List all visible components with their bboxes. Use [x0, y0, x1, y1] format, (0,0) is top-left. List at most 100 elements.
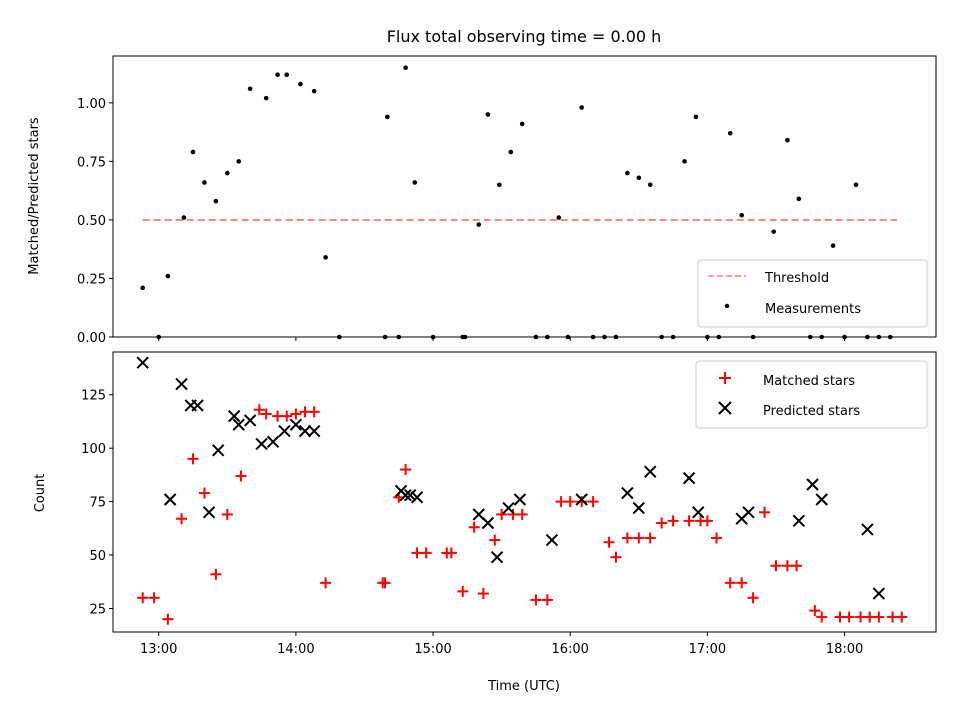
matched-star-point — [809, 605, 821, 617]
matched-star-point — [701, 515, 713, 527]
matched-star-point — [176, 513, 188, 525]
matched-star-point — [468, 521, 480, 533]
top-y-tick-label: 0.50 — [77, 214, 106, 229]
matched-star-point — [162, 613, 174, 625]
matched-star-point — [587, 496, 599, 508]
matched-star-point — [843, 611, 855, 623]
matched-star-point — [496, 508, 508, 520]
predicted-star-point — [502, 501, 515, 515]
predicted-star-point — [545, 533, 559, 547]
measurement-point — [508, 149, 514, 155]
predicted-star-point — [403, 488, 417, 502]
matched-star-point — [621, 532, 633, 544]
measurement-point — [785, 138, 790, 143]
matched-star-point — [290, 408, 302, 420]
measurement-point — [403, 65, 408, 71]
matched-star-point — [137, 592, 149, 604]
bottom-panel: 25 50 75 100 125 13:00 14:00 15:00 16:00 17:00 18:… — [33, 351, 937, 694]
predicted-star-point — [806, 478, 819, 491]
top-legend-box — [697, 259, 928, 328]
measurement-point — [298, 81, 303, 87]
predicted-star-point — [481, 516, 495, 530]
predicted-star-point — [815, 493, 828, 506]
matched-star-point — [379, 577, 391, 589]
measurement-point — [190, 149, 196, 155]
measurement-point — [140, 285, 146, 291]
measurement-point — [853, 182, 859, 188]
predicted-star-point — [175, 377, 188, 391]
matched-star-point — [281, 410, 293, 422]
predicted-star-point — [307, 424, 321, 438]
matched-star-point — [564, 496, 576, 508]
matched-star-point — [576, 496, 588, 508]
measurement-point — [263, 95, 269, 101]
measurement-point — [476, 222, 482, 227]
measurement-point — [225, 170, 230, 176]
predicted-star-point — [191, 399, 204, 412]
measurement-point — [323, 255, 328, 260]
measurement-point — [727, 130, 733, 136]
matched-star-point — [489, 534, 501, 546]
top-legend-label-threshold: Threshold — [764, 271, 829, 286]
matched-star-point — [644, 532, 656, 544]
matched-star-point — [235, 470, 247, 482]
predicted-star-point — [632, 501, 646, 515]
matched-star-point — [253, 404, 265, 416]
matched-star-point — [516, 508, 528, 520]
predicted-star-point — [742, 506, 755, 519]
measurement-point — [412, 180, 418, 185]
predicted-star-point — [682, 471, 696, 485]
predicted-star-point — [232, 418, 245, 431]
predicted-star-point — [792, 514, 806, 528]
bottom-legend: Matched stars Predicted stars — [695, 360, 928, 429]
predicted-star-point — [399, 488, 412, 502]
measurement-point — [682, 159, 687, 164]
matched-star-point — [759, 506, 771, 518]
matched-star-point — [873, 611, 885, 623]
matched-star-point — [457, 585, 469, 597]
top-panel: Flux total observing time = 0.00 h 0.000… — [27, 27, 937, 346]
matched-star-point — [770, 560, 782, 572]
bottom-legend-label-matched: Matched stars — [763, 374, 855, 389]
measurement-point — [519, 121, 525, 127]
measurement-point — [385, 114, 390, 120]
matched-legend-marker — [719, 372, 731, 384]
top-y-tick-label: 0.75 — [77, 155, 106, 170]
predicted-star-point — [513, 493, 527, 506]
bottom-plot-area: 25 50 75 100 125 13:00 14:00 15:00 16:00 17:00 18:… — [81, 356, 908, 657]
top-y-axis-label: Matched/Predicted stars — [27, 117, 42, 275]
predicted-star-point — [211, 444, 225, 457]
measurements-legend-marker — [724, 303, 730, 309]
bottom-y-tick-label: 125 — [81, 389, 106, 404]
measurement-point — [275, 72, 280, 78]
bottom-y-axis-label: Count — [33, 474, 48, 513]
top-y-tick-label: 0.25 — [77, 272, 106, 287]
measurement-point — [556, 215, 562, 220]
measurement-point — [165, 273, 171, 279]
chart-title: Flux total observing time = 0.00 h — [387, 27, 662, 46]
predicted-star-point — [163, 493, 177, 506]
x-tick-label: 15:00 — [414, 642, 451, 657]
matched-star-point — [541, 594, 553, 606]
bottom-legend-box — [695, 360, 928, 429]
top-y-tick-label: 0.00 — [77, 331, 106, 346]
matched-star-point — [477, 588, 489, 600]
measurement-point — [771, 229, 776, 234]
measurement-point — [236, 159, 242, 164]
matched-star-point — [260, 408, 272, 420]
predicted-star-point — [692, 506, 705, 519]
predicted-star-point — [644, 465, 657, 478]
top-plot-area: 0.00 0.25 0.50 0.75 1.00 — [77, 65, 898, 346]
predicted-star-point — [872, 587, 886, 600]
predicted-star-point — [575, 493, 588, 506]
predicted-star-point — [202, 506, 216, 519]
matched-star-point — [816, 611, 828, 623]
top-y-tick-label: 1.00 — [77, 97, 106, 112]
matched-star-point — [610, 551, 622, 563]
x-tick-label: 14:00 — [277, 642, 314, 657]
measurement-point — [830, 243, 836, 248]
measurement-point — [485, 112, 491, 117]
predicted-star-point — [490, 550, 504, 564]
measurement-point — [579, 105, 584, 110]
